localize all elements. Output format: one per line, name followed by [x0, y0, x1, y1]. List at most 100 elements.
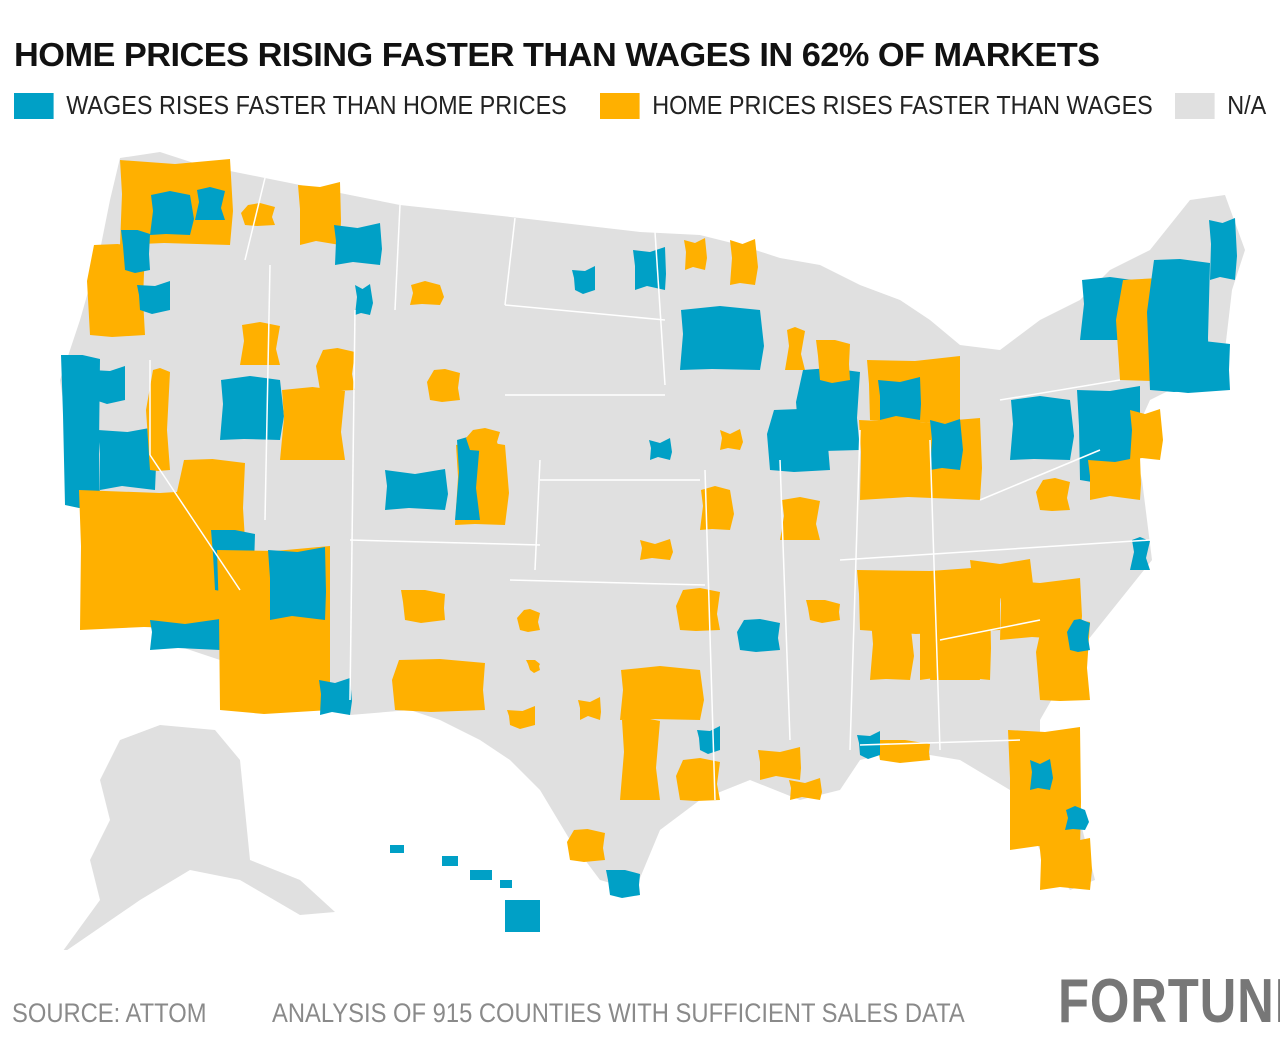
county-wages-faster — [572, 266, 595, 294]
legend-item-wages: WAGES RISES FASTER THAN HOME PRICES — [14, 90, 567, 121]
county-wages-faster — [1030, 759, 1053, 790]
contiguous-us — [60, 152, 1245, 890]
county-prices-faster — [507, 706, 535, 729]
county-wages-faster — [930, 419, 963, 470]
county-wages-faster — [455, 437, 480, 520]
county-wages-faster — [649, 438, 672, 460]
legend-label: N/A — [1227, 90, 1267, 120]
county-prices-faster — [240, 322, 280, 365]
county-wages-faster — [1065, 806, 1089, 830]
county-wages-faster — [697, 726, 720, 754]
legend-swatch-blue — [14, 92, 54, 119]
county-wages-faster — [195, 187, 225, 220]
county-prices-faster — [640, 539, 673, 560]
county-wages-faster — [319, 678, 352, 715]
us-county-map — [60, 152, 1245, 950]
county-prices-faster — [859, 418, 982, 500]
legend-item-na: N/A — [1175, 90, 1266, 121]
county-wages-faster — [1130, 537, 1150, 570]
county-prices-faster — [816, 340, 850, 383]
state-border — [839, 539, 1151, 561]
state-border — [509, 579, 706, 586]
county-prices-faster — [700, 486, 734, 530]
county-prices-faster — [316, 348, 355, 391]
county-prices-faster — [177, 459, 245, 542]
county-wages-faster — [355, 284, 373, 315]
county-wages-faster — [1067, 619, 1090, 652]
state-border — [264, 264, 271, 521]
county-wages-faster — [334, 223, 382, 265]
county-wages-faster — [878, 377, 921, 420]
alaska — [63, 725, 335, 950]
analysis-note: ANALYSIS OF 915 COUNTIES WITH SUFFICIENT… — [272, 998, 965, 1028]
county-prices-faster — [1036, 478, 1070, 511]
county-wages-faster — [121, 230, 150, 273]
county-prices-faster — [280, 387, 345, 460]
county-prices-faster — [876, 740, 930, 763]
county-prices-faster — [720, 429, 743, 450]
county-wages-faster — [737, 619, 780, 652]
county-prices-faster — [526, 660, 540, 673]
state-border — [349, 309, 356, 701]
county-wages-faster — [92, 366, 125, 404]
map-title: HOME PRICES RISING FASTER THAN WAGES IN … — [14, 36, 1100, 73]
state-border — [394, 204, 401, 311]
state-border — [349, 539, 541, 546]
county-wages-faster — [61, 355, 100, 508]
county-wages-faster — [220, 376, 284, 440]
county-wages-faster — [150, 191, 194, 235]
county-prices-faster — [1039, 838, 1092, 890]
county-wages-faster — [633, 247, 666, 290]
county-prices-faster — [758, 747, 801, 780]
county-wages-faster — [385, 469, 448, 510]
county-prices-faster — [684, 238, 707, 270]
county-wages-faster — [137, 281, 170, 314]
county-prices-faster — [466, 428, 500, 451]
state-border — [244, 177, 266, 261]
county-prices-faster — [578, 697, 601, 720]
county-wages-faster — [98, 427, 156, 490]
hawaii-island — [442, 856, 458, 866]
county-prices-faster — [730, 239, 758, 285]
county-prices-faster — [930, 617, 980, 680]
county-prices-faster — [146, 368, 170, 471]
county-prices-faster — [241, 203, 275, 226]
state-border — [534, 459, 541, 571]
state-border — [654, 231, 666, 386]
county-prices-faster — [1088, 457, 1141, 500]
county-prices-faster — [1130, 409, 1163, 460]
county-prices-faster — [780, 497, 820, 540]
county-prices-faster — [676, 758, 720, 801]
county-prices-faster — [392, 659, 485, 712]
county-wages-faster — [1077, 386, 1140, 484]
county-wages-faster — [1010, 396, 1074, 460]
state-border — [979, 449, 1101, 501]
county-prices-faster — [870, 616, 914, 680]
state-border — [999, 379, 1121, 401]
legend-swatch-orange — [600, 92, 640, 119]
state-border — [849, 429, 861, 751]
legend-label: HOME PRICES RISES FASTER THAN WAGES — [652, 90, 1153, 120]
county-prices-faster — [401, 590, 445, 623]
hawaii-island — [390, 845, 404, 853]
county-prices-faster — [620, 666, 704, 720]
county-prices-faster — [970, 559, 1033, 600]
county-prices-faster — [298, 182, 341, 245]
county-prices-faster — [410, 281, 444, 305]
county-prices-faster — [676, 588, 720, 631]
state-border — [929, 439, 941, 751]
county-wages-faster — [767, 409, 830, 472]
state-border — [704, 469, 716, 801]
legend-item-prices: HOME PRICES RISES FASTER THAN WAGES — [600, 90, 1153, 121]
hawaii-island — [470, 870, 492, 880]
county-prices-faster — [620, 717, 660, 800]
county-prices-faster — [427, 369, 460, 402]
county-prices-faster — [789, 778, 822, 800]
state-border — [939, 619, 1041, 641]
legend-label: WAGES RISES FASTER THAN HOME PRICES — [66, 90, 567, 120]
state-border — [149, 454, 241, 591]
state-border — [504, 304, 666, 321]
hawaii-island — [505, 900, 540, 932]
county-wages-faster — [680, 306, 764, 370]
county-wages-faster — [1156, 340, 1230, 393]
